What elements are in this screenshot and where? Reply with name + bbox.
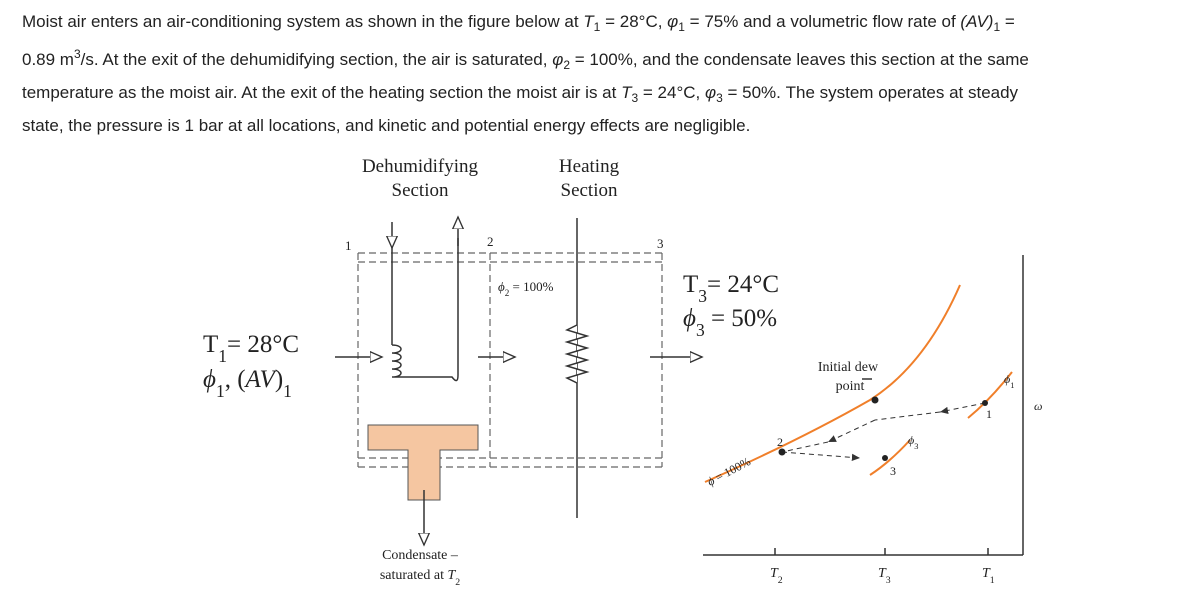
text-run: /s. At the exit of the dehumidifying sec… [80,50,553,69]
text-run: = 28°C, [600,12,668,31]
label: ϕ1, (AV)1 [203,366,292,401]
state-number: 1 [345,238,352,253]
label: Condensate – [382,548,459,563]
text-run: 1 [283,381,292,401]
text-run: 3 [73,47,81,61]
state-number: 2 [487,234,494,249]
label: point [836,379,865,394]
axis-label: T1 [982,566,995,586]
label: Initial dew [818,360,879,375]
label: ϕ1 [1004,372,1014,390]
text-run: 3 [698,286,707,306]
label: Section [392,180,449,201]
text-run: T [621,83,632,102]
label: ϕ3 [908,433,918,451]
text-run: φ [552,50,564,69]
text-run: state, the pressure is 1 bar at all loca… [22,116,751,135]
label: ϕ = 100% [705,454,753,488]
text-run: ω [1034,399,1042,413]
text-run: ϕ [203,366,216,393]
text-run: ϕ [498,279,505,294]
label: Heating [559,156,620,177]
label: T1= 28°C [203,331,299,366]
text-run: temperature as the moist air. At the exi… [22,83,622,102]
text-run: 2 [505,288,510,298]
problem-text: Moist air enters an air-conditioning sys… [22,8,1029,139]
text-run: 1 [990,575,995,586]
text-run: ϕ [1004,372,1010,386]
text-run: = 100% [710,454,753,486]
text-run: saturated at [380,568,448,583]
text-run: = 28°C [227,331,299,358]
label: saturated at T2 [380,568,460,588]
label: ϕ2 = 100% [498,279,554,298]
text-run: T [203,331,218,358]
text-run: = 24°C, [638,83,705,102]
point-label: 1 [986,407,992,421]
text-run: 3 [696,320,705,340]
text-run: = 50%. The system operates at steady [722,83,1019,102]
text-run: 2 [778,575,783,586]
text-run: = [1000,12,1015,31]
axis-label: T2 [770,566,783,586]
point-label: 3 [890,464,896,478]
text-run: φ [704,83,717,102]
state-number: 3 [657,236,664,251]
text-run: 3 [631,91,639,105]
text-run: (AV) [960,12,994,31]
text-run: AV [244,366,278,393]
text-run: 1 [993,20,1001,34]
text-run: 3 [914,442,918,451]
text-run: 3 [886,575,891,586]
text-line: temperature as the moist air. At the exi… [22,79,1029,112]
text-run: T [982,566,991,581]
text-run: 1 [678,20,685,34]
text-run: 3 [716,91,723,105]
text-run: 0.89 m [22,50,74,69]
text-run: T [583,12,594,31]
point-label: 2 [777,435,783,449]
text-run: 2 [455,577,460,588]
text-line: state, the pressure is 1 bar at all loca… [22,112,1029,139]
text-run: = 24°C [707,271,779,298]
text-line: Moist air enters an air-conditioning sys… [22,8,1029,41]
label: ω [1034,399,1042,413]
axis-label: T3 [878,566,891,586]
text-run: T [447,568,456,583]
text-run: Moist air enters an air-conditioning sys… [22,12,584,31]
label: Dehumidifying [362,156,479,177]
text-run: 1 [1010,381,1014,390]
text-run: ϕ [683,305,696,332]
label: Section [561,180,618,201]
system-diagram [335,217,702,545]
psychrometric-chart [703,255,1024,556]
text-run: = 100% [509,279,553,294]
text-run: = 100%, and the condensate leaves this s… [570,50,1029,69]
text-run: ) [275,366,283,393]
text-run: φ [667,12,679,31]
text-run: T [878,566,887,581]
text-run: = 75% and a volumetric flow rate of [684,12,961,31]
label: T3= 24°C [683,271,779,306]
text-run: = 50% [705,305,777,332]
text-run: ϕ [908,433,914,447]
text-run: T [683,271,698,298]
text-run: 1 [216,381,225,401]
text-run: , ( [225,366,246,393]
text-line: 0.89 m3/s. At the exit of the dehumidify… [22,41,1029,79]
text-run: 1 [218,346,227,366]
text-run: T [770,566,779,581]
text-run: 2 [563,58,570,72]
label: ϕ3 = 50% [683,305,777,340]
text-run: 1 [593,20,601,34]
